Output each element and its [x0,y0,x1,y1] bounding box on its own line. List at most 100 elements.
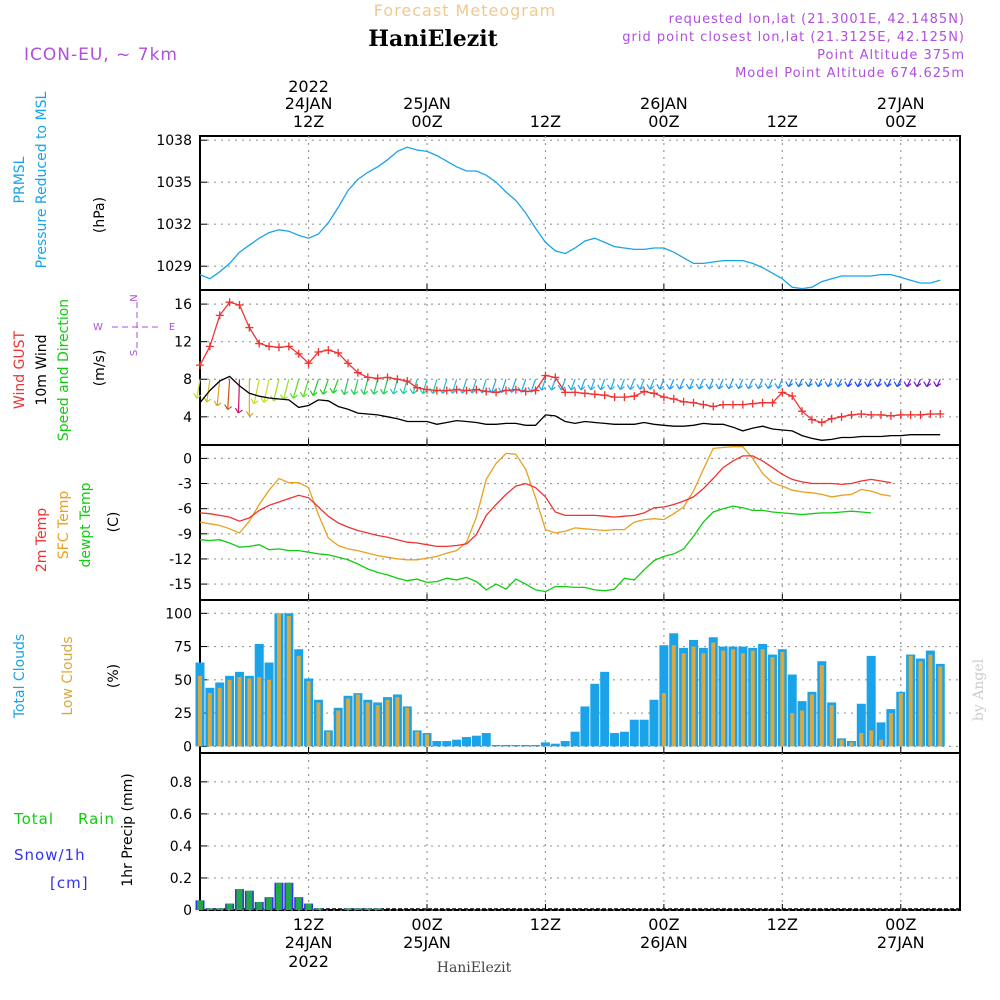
top-year-label: 2022 [288,77,329,96]
temperature-panel [199,446,892,593]
compass-n: N [129,294,140,301]
low-cloud-bar [306,681,311,747]
bottom-hour-label: 00Z [885,915,916,934]
wind-arrow-head [906,383,912,388]
panel-frame-wind [199,289,961,446]
wind-arrow-head [399,388,404,395]
wind-arrow-head [412,390,418,395]
y-tick-label: 0.4 [170,839,192,855]
wind-arrow-head [873,381,878,387]
low-cloud-bar [276,613,281,747]
y-tick-label: 0 [183,451,192,467]
gust-point [551,373,560,382]
gust-point [452,385,461,394]
wind-dir-label: Speed and Direction [56,299,72,441]
wind-arrow-head [794,381,800,387]
gust-point [650,389,659,398]
gust-point [284,342,293,351]
low-cloud-bar [721,650,726,747]
low-cloud-bar [375,705,380,747]
wind-arrow-head [389,388,394,395]
wind-arrow-head [245,410,250,417]
top-date-label: 24JAN [285,94,333,113]
gust-point [363,373,372,382]
rain-bar [197,900,203,910]
gust-point [265,342,274,351]
total-cloud-bar [452,739,462,747]
wind-arrow-head [695,383,700,390]
wind-arrow-head [636,384,641,390]
total-cloud-bar [787,674,797,747]
y-tick-label: 4 [183,410,192,426]
wind-arrow-head [373,390,379,395]
wind-arrow-head [738,385,743,390]
wind-unit: (m/s) [92,350,108,387]
y-tick-label: -9 [178,527,192,543]
wind-arrow-head [383,390,388,395]
wind-arrow-head [567,384,572,391]
wind-arrow [570,379,576,391]
low-cloud-bar [296,655,301,747]
wind-arrow-head [903,381,908,387]
low-cloud-bar [227,679,232,747]
low-cloud-bar [671,645,676,747]
wind-arrow-head [340,389,345,395]
wind-arrow [353,379,359,395]
total-cloud-bar [471,735,481,747]
gust-point [817,418,826,427]
wind-arrow-head [471,389,477,394]
gust-point [245,323,254,332]
wind-arrow [292,379,300,399]
temp-2m-line [199,455,892,548]
rain-bar [206,908,213,910]
wind-arrow [757,378,764,389]
wind-arrow-head [827,383,833,388]
wind-arrow-head [867,383,872,388]
bottom-hour-label: 12Z [767,915,798,934]
y-tick-label: 0.2 [170,871,192,887]
wind-arrow-head [785,381,790,387]
panel-frames [199,135,961,911]
wind-arrow-head [675,383,681,390]
wind-arrow-head [600,386,606,391]
gust-point [738,400,747,409]
wind-arrow [788,378,793,387]
low-cloud-bar [829,705,834,747]
wind-arrow [837,378,843,387]
low-cloud-bar [365,702,370,747]
gust-point [620,393,629,402]
wind-arrow [857,378,862,387]
y-tick-label: 1035 [156,175,192,191]
low-cloud-bar [869,730,874,747]
y-tick-label: 25 [174,706,192,722]
wind-arrow-head [814,381,819,387]
precip-total-label: Total [13,810,54,828]
wind-arrow [747,378,754,389]
y-tick-label: 50 [174,673,192,689]
low-cloud-bar [790,713,795,747]
wind-arrow-head [332,389,338,394]
wind-arrow-head [926,383,932,388]
wind-arrow [373,379,379,395]
top-hour-label: 00Z [648,112,679,131]
wind-arrow-head [557,384,562,391]
wind-arrow-head [896,383,902,388]
panel-frame-pressure [199,135,961,291]
wind-arrow-head [213,400,218,407]
wind-arrow [382,379,389,395]
wind-arrow [451,379,458,394]
wind-arrow-head [302,393,308,398]
wind-arrow [916,378,922,387]
pressure-label-2: Pressure Reduced to MSL [34,91,50,268]
wind-arrow-head [774,383,779,389]
top-date-label: 27JAN [877,94,925,113]
wind-arrow [491,379,497,393]
gust-point [383,373,392,382]
wind-arrow-head [936,383,942,388]
cloud-low-label: Low Clouds [60,636,76,715]
low-cloud-bar [316,702,321,747]
wind-arrow-head [224,404,229,410]
low-cloud-bar [780,651,785,747]
low-cloud-bar [355,694,360,747]
